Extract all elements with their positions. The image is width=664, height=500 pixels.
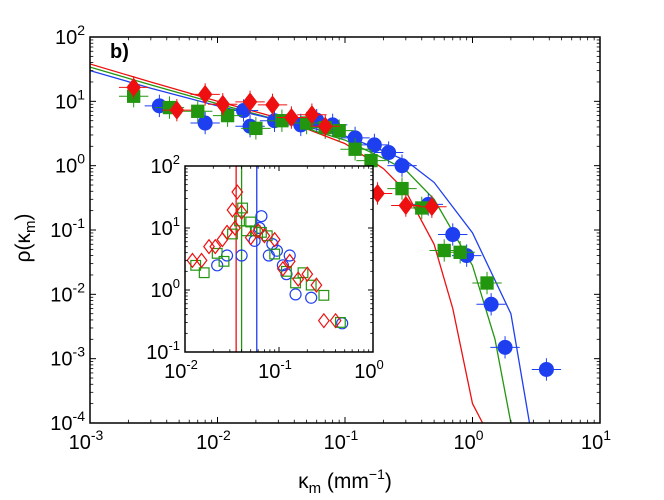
main-series-2-point [317,116,333,136]
inset-series-2-point [301,266,314,283]
inset-series-1-point [305,279,317,291]
main-y-tick-label: 101 [55,86,85,113]
main-y-tick-label: 10-1 [50,215,85,242]
main-series-2-point [398,195,414,216]
main-y-tick-label: 102 [55,22,85,49]
main-series-1-point [395,181,409,196]
inset-series-2-point [221,224,234,241]
main-series-1-point [249,121,263,136]
main-y-tick-label: 100 [55,151,85,178]
inset-series-2-point [209,238,222,255]
main-series-0-point [483,296,499,312]
main-series-2-point [126,77,141,97]
inset-series-2-point [310,277,323,293]
main-series-2-point [284,107,299,128]
inset-y-tick-label: 100 [151,276,180,302]
main-axes: 10-3 10-2 10-1 100 10110-410-310-210-1100101… [50,22,611,454]
inset-series-0-point [270,244,284,257]
inset-series-2-point [235,204,248,221]
inset-series-2-point [244,229,257,246]
inset-data-points [186,184,349,330]
inset-y-tick-label: 10-1 [146,338,180,364]
main-series-2-point [169,100,185,120]
inset-series-2-point [276,260,289,277]
main-series-1-point [364,153,378,168]
inset-y-tick-label: 102 [151,152,180,178]
main-x-tick-label: 10-3 [69,427,104,454]
inset-series-2-point [317,312,330,329]
main-y-tick-label: 10-3 [50,344,85,371]
main-series-2-point [215,94,231,114]
inset-series-2-point [268,231,281,248]
y-axis-label: ρ(κm) [12,214,39,263]
main-y-tick-label: 10-2 [50,279,85,306]
inset-series-1-point [237,202,249,214]
inset-series-2-point [329,312,342,329]
main-series-0-point [538,361,554,377]
inset-series-2-point [283,253,296,270]
main-fit-line-1 [90,66,512,423]
inset-series-2-point [292,271,305,287]
main-series-0-point [394,158,410,174]
panel-label: b) [110,41,129,63]
inset-series-0-point [289,288,302,301]
main-y-tick-label: 10-4 [50,408,85,435]
inset-x-tick-label: 10-1 [258,357,292,383]
main-x-tick-label: 10-2 [196,427,231,454]
inset-series-1-point [198,267,210,279]
inset-series-2-point [231,184,244,200]
main-series-1-point [220,108,235,123]
inset-y-tick-label: 101 [151,214,180,240]
main-x-tick-label: 10-1 [324,427,359,454]
main-series-1-point [348,142,362,156]
main-series-0-point [497,339,513,355]
main-x-tick-label: 100 [453,427,483,454]
main-series-2-point [304,105,320,125]
inset-series-0-point [211,259,224,272]
inset-series-1-point [318,289,330,301]
inset-series-2-point [186,252,199,269]
inset-series-2-point [195,252,208,269]
inset-series-2-point [258,227,271,244]
main-data-points [118,76,562,381]
inset-series-1-point [211,247,223,259]
inset-series-2-point [226,202,239,218]
main-series-1-point [480,276,494,290]
main-series-1-point [332,124,346,138]
main-series-0-point [445,227,461,243]
inset-series-2-point [228,220,241,236]
main-series-0-point [197,115,213,131]
inset-series-1-point [334,316,346,328]
main-x-tick-label: 101 [581,427,611,454]
x-axis-label: κm (mm−1) [298,466,392,497]
main-series-0-point [366,137,382,153]
inset-series-2-point [252,222,265,239]
main-series-2-point [424,197,440,217]
inset-series-0-point [280,268,293,281]
inset-series-1-point [218,255,230,267]
main-series-1-point [437,243,451,258]
main-series-2-point [197,84,213,105]
main-series-1-point [191,104,205,118]
inset-series-0-point [283,249,296,262]
main-series-2-point [242,92,258,112]
inset-series-0-point [276,259,289,272]
inset-series-1-point [269,248,281,260]
inset-series-0-point [255,210,268,223]
main-series-2-point [265,95,280,115]
main-series-1-point [453,245,467,259]
inset-series-0-point [235,249,248,262]
inset-series-0-point [305,291,318,304]
inset-x-tick-label: 10-2 [164,357,198,383]
inset-x-tick-label: 100 [354,357,383,383]
inset-series-1-point [227,228,238,240]
main-series-0-point [381,145,397,161]
